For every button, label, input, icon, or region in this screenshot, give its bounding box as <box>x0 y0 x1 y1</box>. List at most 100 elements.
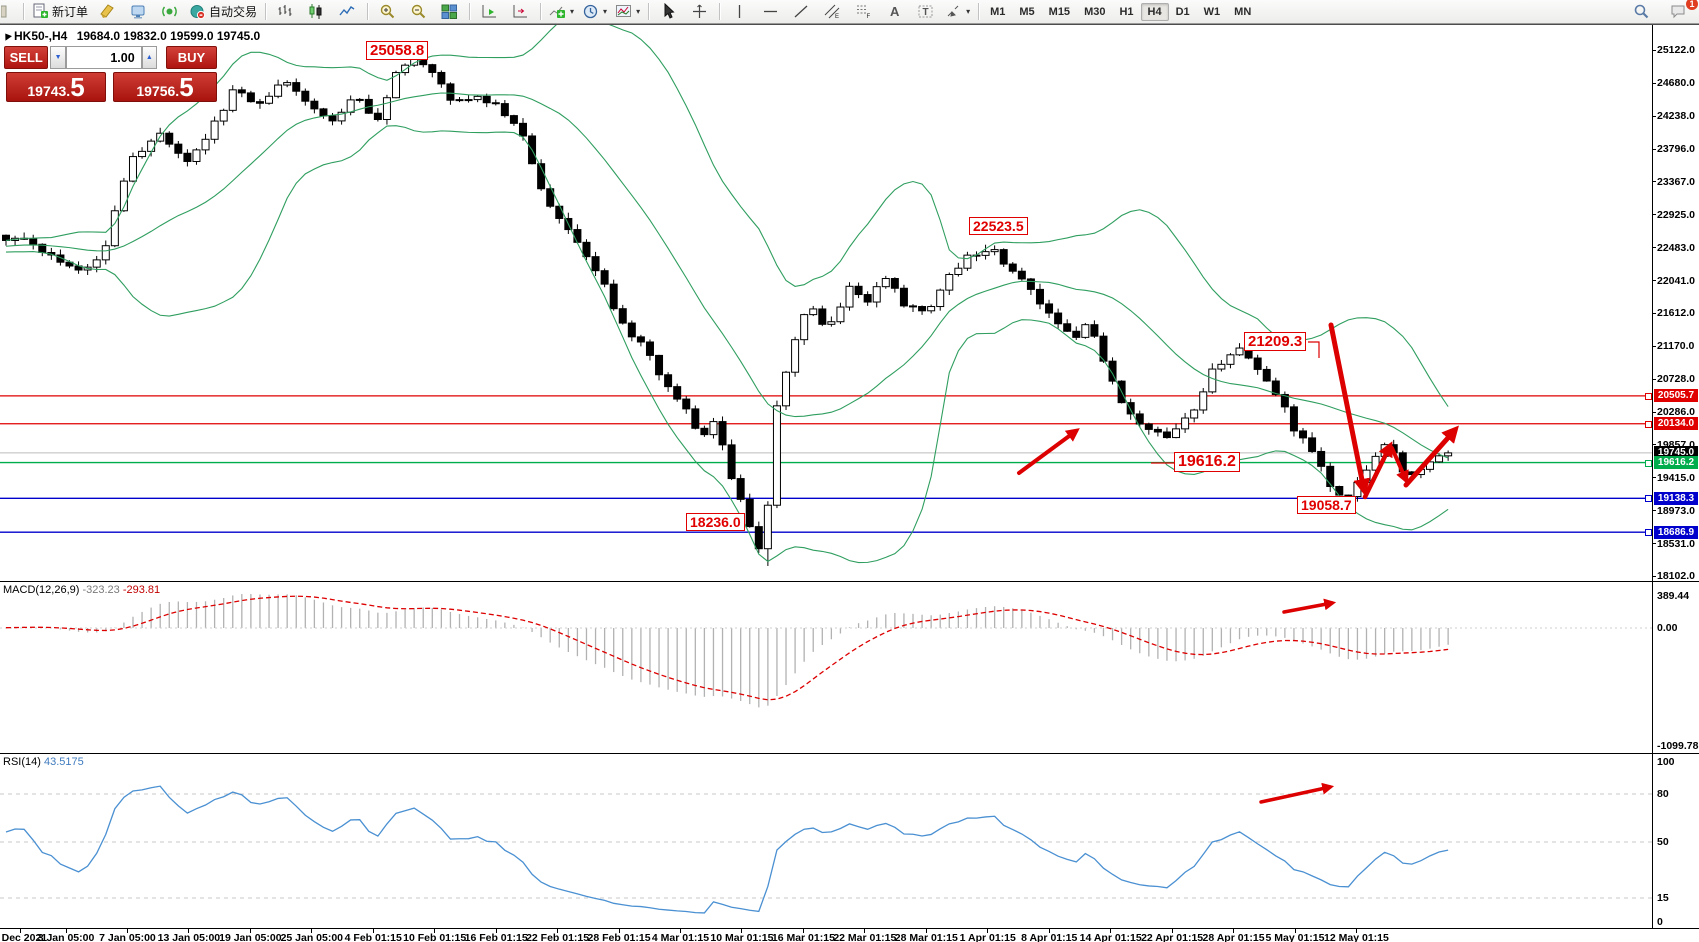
fibonacci-button[interactable]: F <box>848 1 879 23</box>
toolbar-separator <box>23 3 24 20</box>
chart-canvas[interactable] <box>0 25 1699 942</box>
sell-price[interactable]: 19743. 5 <box>6 72 107 102</box>
mid-april-up-arrow[interactable] <box>1017 428 1080 475</box>
time-axis-label: 4 Mar 01:15 <box>651 932 710 942</box>
axis-tick <box>1652 82 1656 84</box>
candle <box>827 316 836 327</box>
signals-icon <box>161 3 178 20</box>
y-axis-label: 25122.0 <box>1657 44 1695 56</box>
candle <box>201 133 210 155</box>
new-order-button[interactable]: 新订单 <box>28 1 92 23</box>
time-axis-label: 12 May 01:15 <box>1324 932 1389 942</box>
rsi-axis-label: 50 <box>1657 836 1669 848</box>
price-tag-resistance: 20134.0 <box>1654 417 1698 431</box>
candle <box>772 400 781 509</box>
candle <box>1299 427 1308 444</box>
metaeditor-button[interactable] <box>92 1 123 23</box>
candle <box>872 281 881 308</box>
buy-button[interactable]: BUY <box>165 46 217 69</box>
volume-increase-button[interactable]: ▲ <box>141 46 157 69</box>
chart-candles-button[interactable] <box>301 1 332 23</box>
sell-button[interactable]: SELL <box>4 46 49 69</box>
auto-scroll-button[interactable] <box>474 1 505 23</box>
price-callout[interactable]: 21209.3 <box>1244 332 1307 352</box>
vps-button[interactable] <box>123 1 154 23</box>
chart-line-button[interactable] <box>332 1 363 23</box>
auto-scroll-icon <box>481 3 498 20</box>
chart-bars-icon <box>277 3 294 20</box>
timeframe-m5[interactable]: M5 <box>1019 5 1035 18</box>
candle <box>791 336 800 377</box>
text-label-button[interactable]: T <box>910 1 941 23</box>
candle <box>110 205 119 248</box>
candle <box>337 108 346 125</box>
impulse-down-arrow[interactable] <box>1328 322 1371 496</box>
price-callout[interactable]: 25058.8 <box>366 41 429 61</box>
timeframe-m15[interactable]: M15 <box>1048 5 1071 18</box>
indicators-button[interactable]: ▾ <box>545 1 578 23</box>
chevron-down-icon: ▾ <box>636 7 641 16</box>
candle <box>237 86 246 98</box>
algo-trading-button[interactable]: 自动交易 <box>185 1 261 23</box>
time-tick <box>1171 929 1173 933</box>
price-callout[interactable]: 18236.0 <box>686 513 745 532</box>
macd-projection-arrow[interactable] <box>1282 598 1337 614</box>
timeframe-d1[interactable]: D1 <box>1175 5 1190 18</box>
signals-button[interactable] <box>154 1 185 23</box>
notification-badge: 1 <box>1686 0 1698 10</box>
arrows-button[interactable]: ▾ <box>941 1 974 23</box>
macd-name: MACD(12,26,9) <box>3 584 80 596</box>
timeframe-m1[interactable]: M1 <box>990 5 1006 18</box>
candle <box>1135 410 1144 427</box>
text-button[interactable]: A <box>879 1 910 23</box>
rsi-projection-arrow[interactable] <box>1259 782 1335 804</box>
timeframe-h4[interactable]: H4 <box>1140 2 1169 21</box>
time-tick <box>311 929 313 933</box>
axis-tick <box>1652 312 1656 314</box>
candle <box>1172 423 1181 439</box>
timeframe-m30[interactable]: M30 <box>1084 5 1106 18</box>
equidistant-channel-button[interactable]: E <box>817 1 848 23</box>
templates-button[interactable]: ▾ <box>611 1 644 23</box>
candle <box>673 383 682 402</box>
line-anchor-square <box>1645 459 1652 467</box>
timeframe-w1[interactable]: W1 <box>1203 5 1221 18</box>
candle <box>700 425 709 437</box>
cursor-button[interactable] <box>653 1 684 23</box>
projection-up-arrow[interactable] <box>1403 425 1459 488</box>
time-axis-label: 13 Jan 05:00 <box>157 932 221 942</box>
candle <box>1289 404 1298 437</box>
periods-button[interactable]: ▾ <box>578 1 611 23</box>
zoom-in-button[interactable] <box>372 1 403 23</box>
vertical-line-button[interactable] <box>724 1 755 23</box>
horizontal-line-button[interactable] <box>755 1 786 23</box>
bounce-up-arrow[interactable] <box>1362 441 1393 500</box>
line-anchor-square <box>1645 529 1652 537</box>
tile-windows-button[interactable] <box>434 1 465 23</box>
candle <box>664 372 673 392</box>
search-button[interactable] <box>1626 1 1657 23</box>
volume-input[interactable]: 1.00 <box>65 46 142 69</box>
crosshair-button[interactable] <box>684 1 715 23</box>
candle <box>265 92 274 105</box>
chart-shift-button[interactable] <box>505 1 536 23</box>
chart-bars-button[interactable] <box>270 1 301 23</box>
time-tick <box>372 929 374 933</box>
timeframe-mn[interactable]: MN <box>1234 5 1252 18</box>
pullback-down-arrow[interactable] <box>1390 446 1409 485</box>
price-callout[interactable]: 19058.7 <box>1297 496 1356 515</box>
toolbar-separator <box>367 3 369 20</box>
notifications-button[interactable]: 1 <box>1663 0 1698 23</box>
trendline-button[interactable] <box>786 1 817 23</box>
price-callout[interactable]: 22523.5 <box>969 217 1028 236</box>
timeframe-h1[interactable]: H1 <box>1119 5 1134 18</box>
buy-price[interactable]: 19756. 5 <box>113 72 217 102</box>
price-tag-current: 19745.0 <box>1654 445 1698 459</box>
toolbar-group: 新订单 自动交易 <box>28 0 261 23</box>
price-tag-support-blue: 18686.9 <box>1654 525 1698 539</box>
zoom-out-button[interactable] <box>403 1 434 23</box>
volume-decrease-button[interactable]: ▼ <box>50 46 66 69</box>
y-axis-label: 18531.0 <box>1657 537 1695 550</box>
price-callout[interactable]: 19616.2 <box>1174 452 1240 473</box>
time-tick <box>65 929 67 933</box>
